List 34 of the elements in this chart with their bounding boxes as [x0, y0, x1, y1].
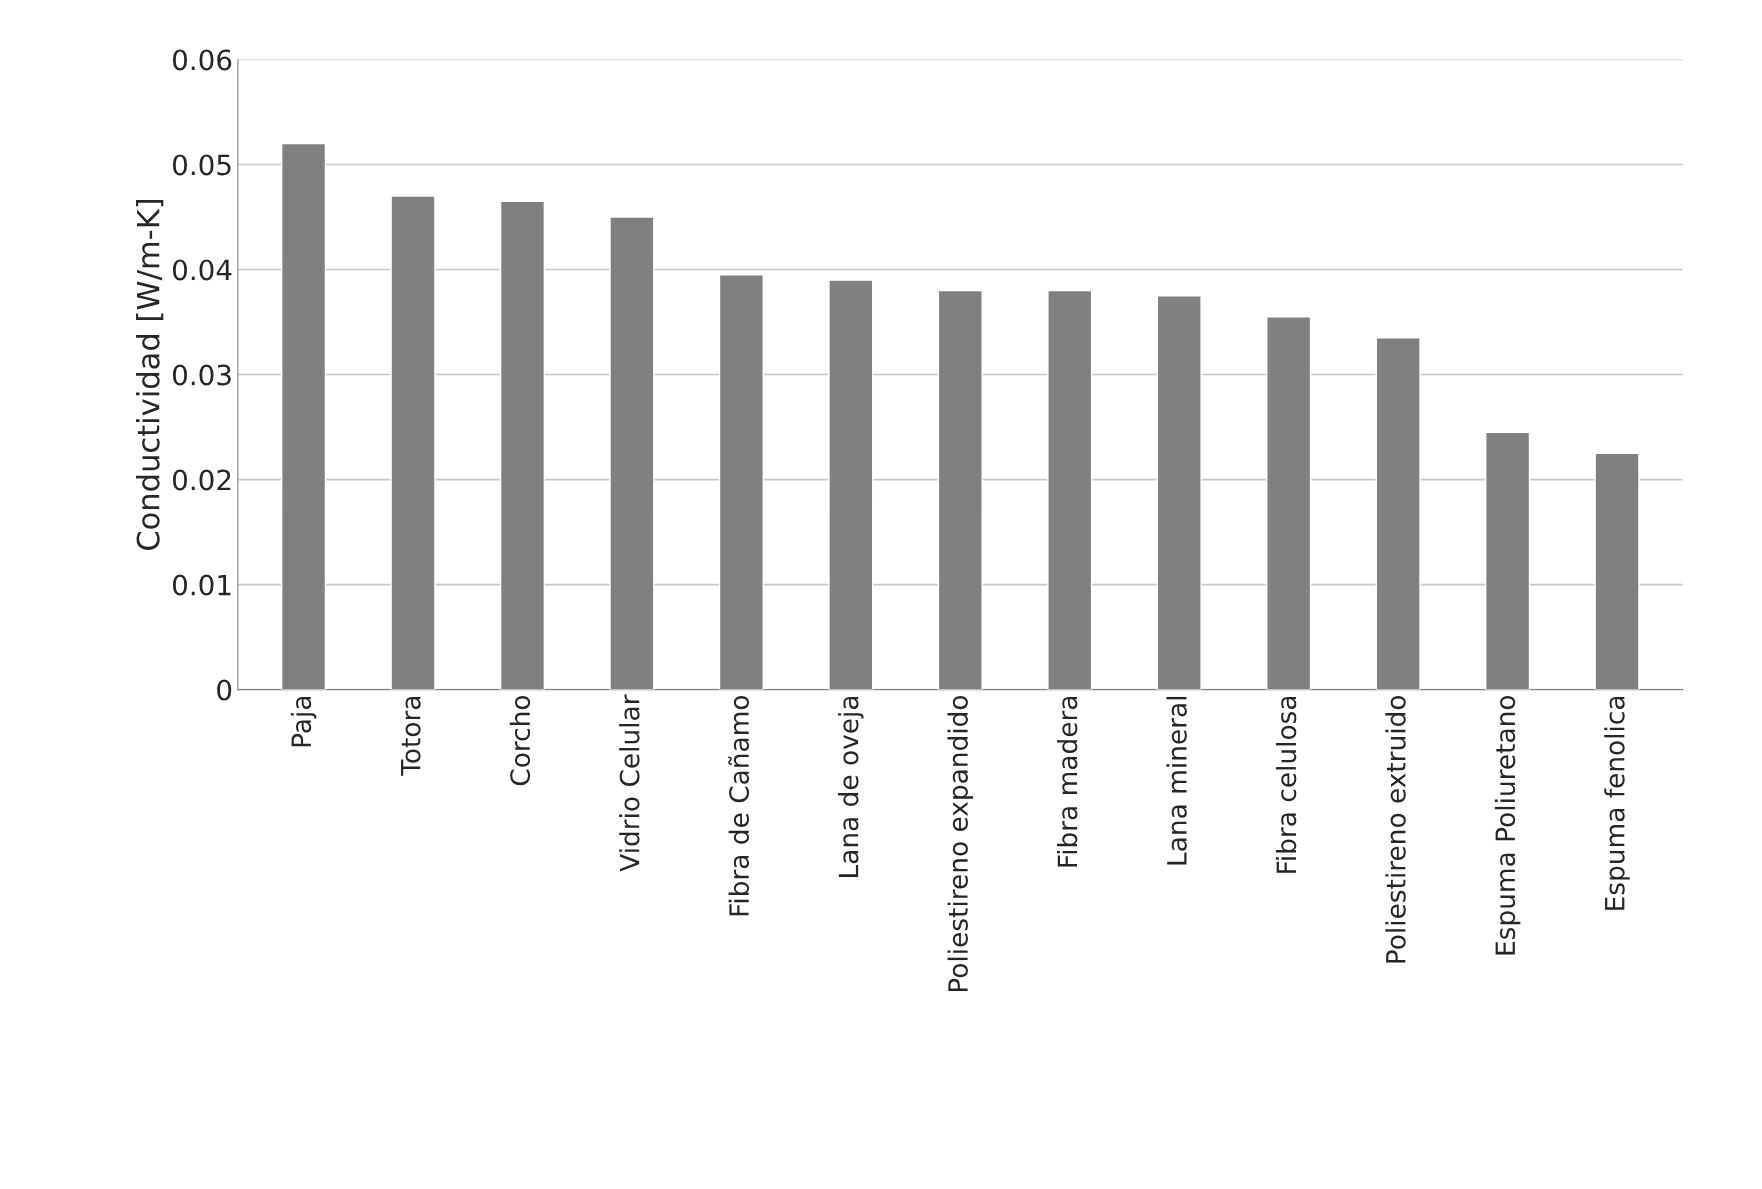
- x-tick-label: Espuma fenolica: [1604, 696, 1630, 910]
- x-tick-label: Fibra madera: [1056, 696, 1078, 867]
- y-tick-label: 0.03: [172, 364, 231, 386]
- y-tick-label: 0.05: [172, 154, 231, 176]
- x-tick-label: Poliestireno expandido: [947, 695, 974, 992]
- y-tick-label: 0.02: [172, 469, 231, 491]
- x-tick-label: Corcho: [509, 695, 531, 786]
- x-tick-label: Fibra de Cañamo: [728, 695, 750, 916]
- x-tick-label: Totora: [401, 696, 421, 776]
- x-tick-label: Espuma Poliuretano: [1494, 695, 1521, 955]
- bar: [1266, 316, 1312, 690]
- bar: [1375, 337, 1421, 690]
- bar: [499, 200, 546, 690]
- bar: [1484, 431, 1531, 690]
- x-tick-label: Lana de oveja: [838, 696, 864, 877]
- y-tick-label: 0.04: [172, 259, 232, 281]
- bar: [937, 289, 983, 690]
- bar: [609, 216, 655, 690]
- bar: [1156, 295, 1202, 690]
- x-tick-label: Lana mineral: [1166, 696, 1187, 865]
- bar: [1047, 289, 1093, 690]
- x-tick-label: Poliestireno extruido: [1385, 695, 1406, 963]
- bar: [718, 274, 764, 690]
- x-tick-label: Paja: [290, 696, 317, 747]
- x-tick-label: Fibra celulosa: [1275, 696, 1297, 873]
- bar: [1594, 452, 1640, 690]
- y-axis-title: Conductividad [W/m-K]: [136, 199, 164, 551]
- bar: [828, 279, 874, 690]
- y-tick-label: 0.01: [172, 574, 231, 596]
- x-tick-label: Vidrio Celular: [619, 694, 640, 872]
- y-tick-label: 0: [217, 679, 232, 701]
- bar: [280, 142, 327, 690]
- y-tick-label: 0.06: [172, 49, 232, 71]
- bar: [390, 195, 436, 690]
